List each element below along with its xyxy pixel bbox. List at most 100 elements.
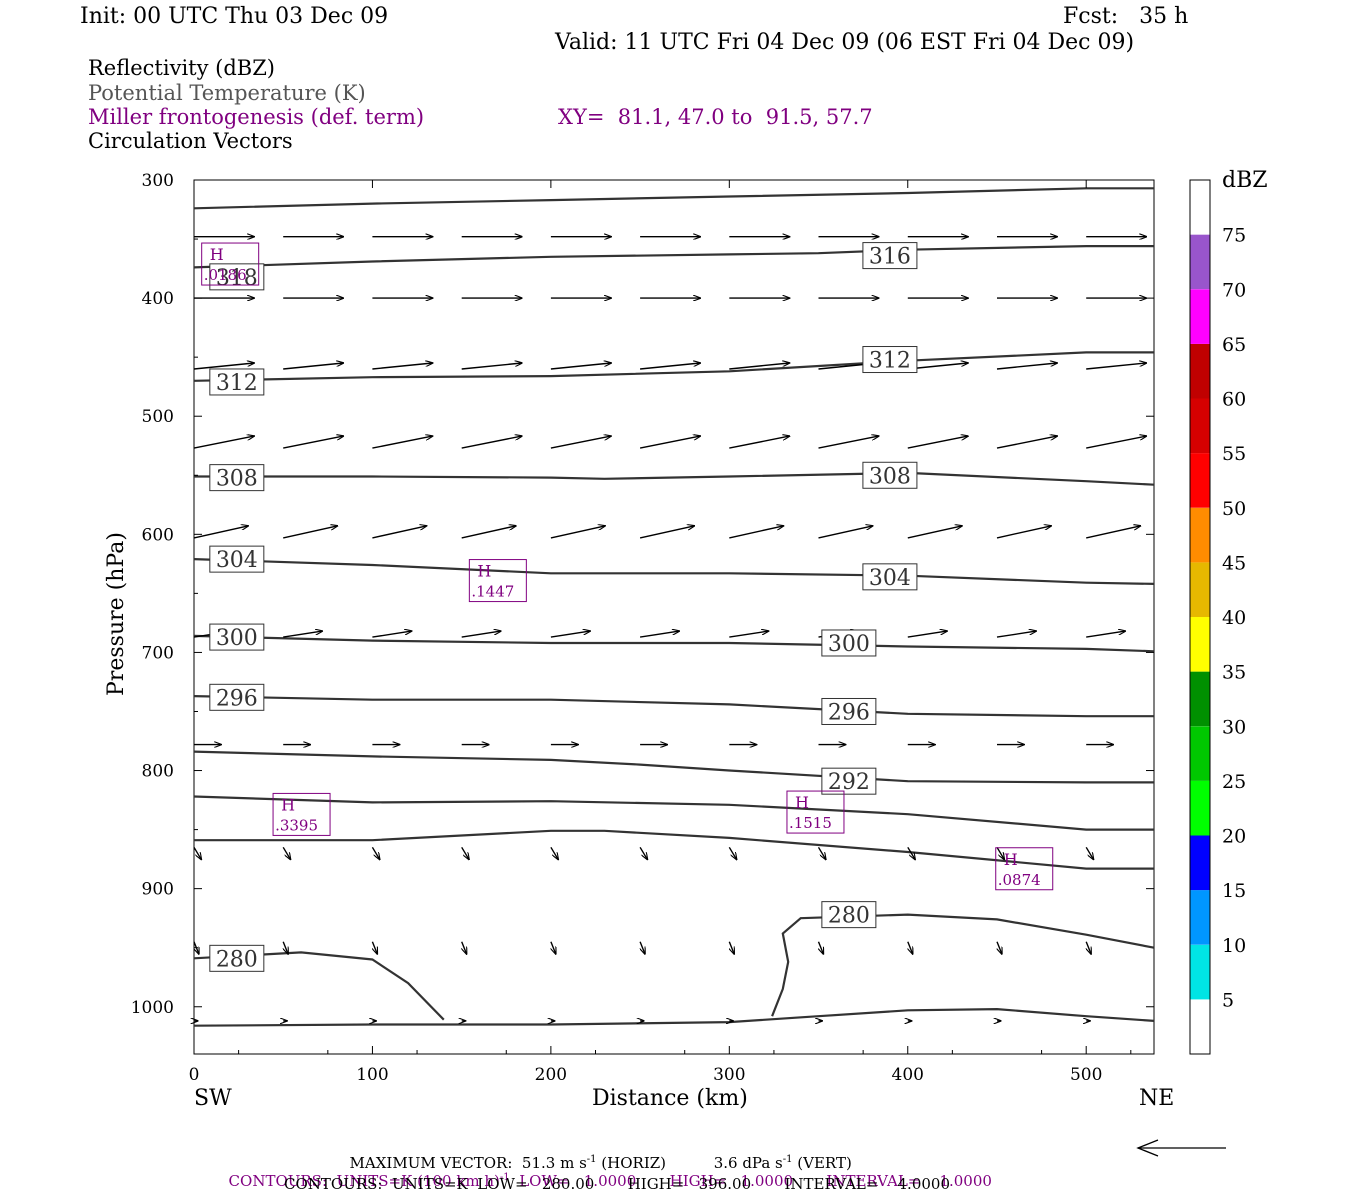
theta-label-text: 296 (828, 700, 870, 725)
theta-label-box (862, 242, 918, 270)
circulation-vector (193, 526, 248, 539)
circulation-vector (372, 436, 432, 449)
colorbar-bin (1190, 562, 1210, 617)
x-tick-label: 400 (892, 1065, 924, 1085)
circulation-vector (1086, 526, 1140, 539)
theta-label-box (209, 944, 265, 972)
x-tick-label: 300 (713, 1065, 745, 1085)
circulation-vector (1086, 363, 1146, 370)
circulation-vector (639, 436, 700, 449)
y-axis-title: Pressure (hPa) (104, 532, 129, 696)
colorbar-level-label: 35 (1222, 662, 1246, 684)
theta-label-304: 304 (862, 563, 918, 591)
y-tick-label: 600 (142, 525, 174, 545)
colorbar-bin (1190, 507, 1210, 563)
frontogenesis-value: .1515 (789, 814, 832, 832)
theta-label-box (862, 563, 918, 591)
theta-label-text: 312 (216, 371, 258, 396)
init-time: Init: 00 UTC Thu 03 Dec 09 (80, 4, 389, 29)
circulation-vector (1085, 941, 1091, 954)
colorbar-level-label: 20 (1222, 826, 1246, 848)
frontogenesis-max: H .1515 (786, 790, 845, 834)
valid-time: Valid: 11 UTC Fri 04 Dec 09 (06 EST Fri … (555, 30, 1135, 55)
theta-label-text: 304 (216, 548, 258, 573)
colorbar-bin (1190, 726, 1210, 781)
frontogenesis-max: H .0874 (995, 847, 1054, 891)
theta-label-box (209, 464, 265, 492)
frontogenesis-value: .0874 (998, 871, 1041, 889)
frontogenesis-value: .3395 (275, 816, 318, 834)
theta-label-316: 316 (862, 242, 918, 270)
colorbar-bin (1190, 289, 1210, 344)
circulation-vector (729, 436, 789, 449)
circulation-vector (728, 846, 736, 859)
frontogenesis-box (995, 847, 1054, 891)
frontogenesis-max: H .1447 (468, 559, 527, 603)
theta-label-box (862, 346, 918, 374)
colorbar-level-label: 50 (1222, 498, 1246, 520)
circulation-vector (283, 526, 337, 539)
field-reflectivity: Reflectivity (dBZ) (88, 56, 276, 80)
circulation-vector (907, 363, 968, 370)
y-tick-label: 300 (142, 171, 174, 191)
frontogenesis-marker: H (210, 245, 224, 264)
frontogenesis-marker: H (795, 793, 809, 812)
circulation-vector (817, 846, 826, 859)
theta-contour-296 (193, 695, 1154, 718)
colorbar-level-label: 70 (1222, 279, 1246, 301)
theta-label-text: 308 (216, 467, 258, 492)
circulation-vector (372, 526, 426, 539)
theta-label-296: 296 (209, 683, 265, 711)
theta-label-308: 308 (209, 464, 265, 492)
frontogenesis-box (468, 559, 527, 603)
circulation-vector (193, 363, 254, 370)
circulation-vector (639, 631, 679, 638)
theta-label-box (821, 697, 877, 725)
circulation-vector (996, 436, 1057, 449)
theta-contour-280 (193, 951, 445, 1021)
theta-label-box (209, 368, 265, 396)
circulation-vector (728, 941, 734, 954)
y-tick-label: 700 (142, 643, 174, 663)
circulation-vector (550, 941, 556, 954)
circulation-vector (729, 363, 789, 370)
circulation-vector (461, 631, 501, 638)
colorbar-bin (1190, 453, 1210, 508)
theta-label-300: 300 (209, 623, 265, 651)
frontogenesis-box (272, 792, 331, 836)
theta-contour-280 (771, 913, 1155, 1017)
circulation-vector (1086, 436, 1146, 449)
circulation-vector (996, 363, 1057, 370)
colorbar-bin (1190, 234, 1210, 290)
circulation-vector (550, 846, 558, 859)
circulation-vector (640, 363, 700, 370)
circulation-vector (729, 526, 783, 539)
circulation-vector (461, 526, 516, 539)
circulation-vector (283, 363, 343, 370)
theta-label-296: 296 (821, 697, 877, 725)
circulation-vector (461, 941, 467, 954)
circulation-vector (550, 631, 590, 638)
x-axis-title: Distance (km) (592, 1086, 748, 1111)
x-axis-end-sw: SW (194, 1086, 232, 1111)
theta-label-box (862, 461, 918, 489)
circulation-vector (550, 363, 611, 370)
frontogenesis-max: H .3395 (272, 792, 331, 836)
theta-contour-288 (193, 795, 1154, 831)
colorbar-bin (1190, 671, 1210, 727)
frontogenesis-max: H .0186 (201, 242, 260, 286)
circulation-vector (907, 941, 913, 954)
colorbar-level-label: 40 (1222, 607, 1246, 629)
colorbar-bin (1190, 398, 1210, 454)
y-tick-label: 500 (142, 407, 174, 427)
colorbar-bin (1190, 780, 1210, 836)
colorbar-level-label: 55 (1222, 443, 1246, 465)
circulation-vector (996, 631, 1036, 638)
theta-label-292: 292 (821, 767, 877, 795)
theta-label-text: 316 (869, 245, 911, 270)
theta-label-text: 312 (869, 349, 911, 374)
x-tick-label: 500 (1070, 1065, 1102, 1085)
circulation-vector (461, 846, 469, 859)
circulation-vector (818, 526, 873, 539)
theta-contour-316 (193, 245, 1154, 269)
